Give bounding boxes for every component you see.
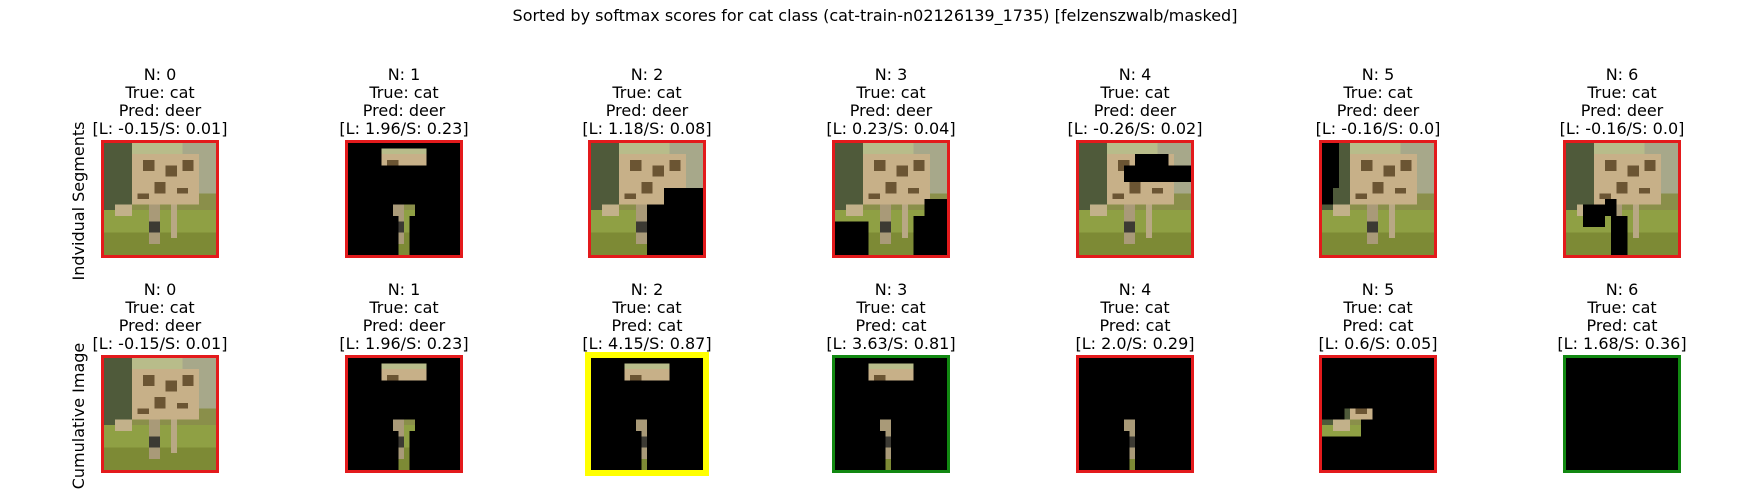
segment-image: [1563, 355, 1681, 473]
pred-label: Pred: deer: [1093, 101, 1177, 120]
true-label: True: cat: [856, 298, 926, 317]
pred-label: Pred: deer: [849, 101, 933, 120]
true-label: True: cat: [1100, 298, 1170, 317]
subplot-caption: N: 3 True: cat Pred: deer [L: 0.23/S: 0.04]: [801, 66, 981, 138]
pred-label: Pred: deer: [1336, 101, 1420, 120]
segment-number: N: 6: [1605, 65, 1639, 84]
row-label: Indvidual Segments: [69, 121, 88, 281]
segment-number: N: 3: [874, 65, 908, 84]
score-label: [L: -0.16/S: 0.0]: [1559, 119, 1685, 138]
true-label: True: cat: [856, 83, 926, 102]
segment-image: [101, 140, 219, 258]
pred-label: Pred: cat: [1342, 316, 1414, 335]
subplot-caption: N: 4 True: cat Pred: cat [L: 2.0/S: 0.29]: [1045, 281, 1225, 353]
segment-number: N: 2: [630, 280, 664, 299]
segment-number: N: 4: [1118, 280, 1152, 299]
pred-label: Pred: deer: [605, 101, 689, 120]
pred-label: Pred: cat: [855, 316, 927, 335]
subplot-caption: N: 1 True: cat Pred: deer [L: 1.96/S: 0.23]: [314, 66, 494, 138]
score-label: [L: 0.23/S: 0.04]: [826, 119, 956, 138]
true-label: True: cat: [1587, 298, 1657, 317]
true-label: True: cat: [612, 83, 682, 102]
score-label: [L: 0.6/S: 0.05]: [1318, 334, 1438, 353]
segment-number: N: 0: [143, 65, 177, 84]
row-label: Cumulative Image: [69, 342, 88, 490]
subplot-caption: N: 2 True: cat Pred: deer [L: 1.18/S: 0.08]: [557, 66, 737, 138]
score-label: [L: 4.15/S: 0.87]: [582, 334, 712, 353]
segment-image: [1076, 140, 1194, 258]
pred-label: Pred: cat: [1586, 316, 1658, 335]
subplot-caption: N: 0 True: cat Pred: deer [L: -0.15/S: 0.01…: [70, 281, 250, 353]
segment-image: [1319, 140, 1437, 258]
true-label: True: cat: [369, 83, 439, 102]
score-label: [L: 3.63/S: 0.81]: [826, 334, 956, 353]
segment-number: N: 5: [1361, 280, 1395, 299]
pred-label: Pred: deer: [1580, 101, 1664, 120]
true-label: True: cat: [1587, 83, 1657, 102]
pred-label: Pred: deer: [118, 101, 202, 120]
subplot-caption: N: 2 True: cat Pred: cat [L: 4.15/S: 0.87]: [557, 281, 737, 353]
pred-label: Pred: deer: [118, 316, 202, 335]
true-label: True: cat: [125, 83, 195, 102]
subplot-caption: N: 6 True: cat Pred: deer [L: -0.16/S: 0.0]: [1532, 66, 1712, 138]
score-label: [L: 1.96/S: 0.23]: [339, 334, 469, 353]
chart-title: Sorted by softmax scores for cat class (…: [512, 6, 1238, 25]
true-label: True: cat: [1343, 298, 1413, 317]
segment-image: [832, 140, 950, 258]
segment-image: [1076, 355, 1194, 473]
segment-number: N: 4: [1118, 65, 1152, 84]
pred-label: Pred: cat: [611, 316, 683, 335]
score-label: [L: -0.15/S: 0.01]: [92, 334, 228, 353]
true-label: True: cat: [369, 298, 439, 317]
subplot-caption: N: 3 True: cat Pred: cat [L: 3.63/S: 0.81]: [801, 281, 981, 353]
segment-number: N: 6: [1605, 280, 1639, 299]
pred-label: Pred: deer: [362, 316, 446, 335]
segment-number: N: 3: [874, 280, 908, 299]
subplot-caption: N: 4 True: cat Pred: deer [L: -0.26/S: 0.02…: [1045, 66, 1225, 138]
true-label: True: cat: [1100, 83, 1170, 102]
score-label: [L: -0.16/S: 0.0]: [1315, 119, 1441, 138]
segment-image: [585, 352, 709, 476]
score-label: [L: 1.68/S: 0.36]: [1557, 334, 1687, 353]
subplot-caption: N: 1 True: cat Pred: deer [L: 1.96/S: 0.23]: [314, 281, 494, 353]
score-label: [L: 2.0/S: 0.29]: [1075, 334, 1195, 353]
pred-label: Pred: deer: [362, 101, 446, 120]
segment-image: [101, 355, 219, 473]
subplot-caption: N: 5 True: cat Pred: deer [L: -0.16/S: 0.0]: [1288, 66, 1468, 138]
subplot-caption: N: 5 True: cat Pred: cat [L: 0.6/S: 0.05]: [1288, 281, 1468, 353]
pred-label: Pred: cat: [1099, 316, 1171, 335]
segment-number: N: 1: [387, 280, 421, 299]
true-label: True: cat: [125, 298, 195, 317]
subplot-caption: N: 6 True: cat Pred: cat [L: 1.68/S: 0.36]: [1532, 281, 1712, 353]
segment-image: [1319, 355, 1437, 473]
score-label: [L: 1.96/S: 0.23]: [339, 119, 469, 138]
true-label: True: cat: [1343, 83, 1413, 102]
score-label: [L: 1.18/S: 0.08]: [582, 119, 712, 138]
segment-number: N: 2: [630, 65, 664, 84]
score-label: [L: -0.15/S: 0.01]: [92, 119, 228, 138]
segment-number: N: 5: [1361, 65, 1395, 84]
segment-image: [1563, 140, 1681, 258]
true-label: True: cat: [612, 298, 682, 317]
segment-number: N: 0: [143, 280, 177, 299]
segment-image: [345, 355, 463, 473]
segment-image: [345, 140, 463, 258]
segment-image: [588, 140, 706, 258]
subplot-caption: N: 0 True: cat Pred: deer [L: -0.15/S: 0.01…: [70, 66, 250, 138]
score-label: [L: -0.26/S: 0.02]: [1067, 119, 1203, 138]
segment-image: [832, 355, 950, 473]
segment-number: N: 1: [387, 65, 421, 84]
